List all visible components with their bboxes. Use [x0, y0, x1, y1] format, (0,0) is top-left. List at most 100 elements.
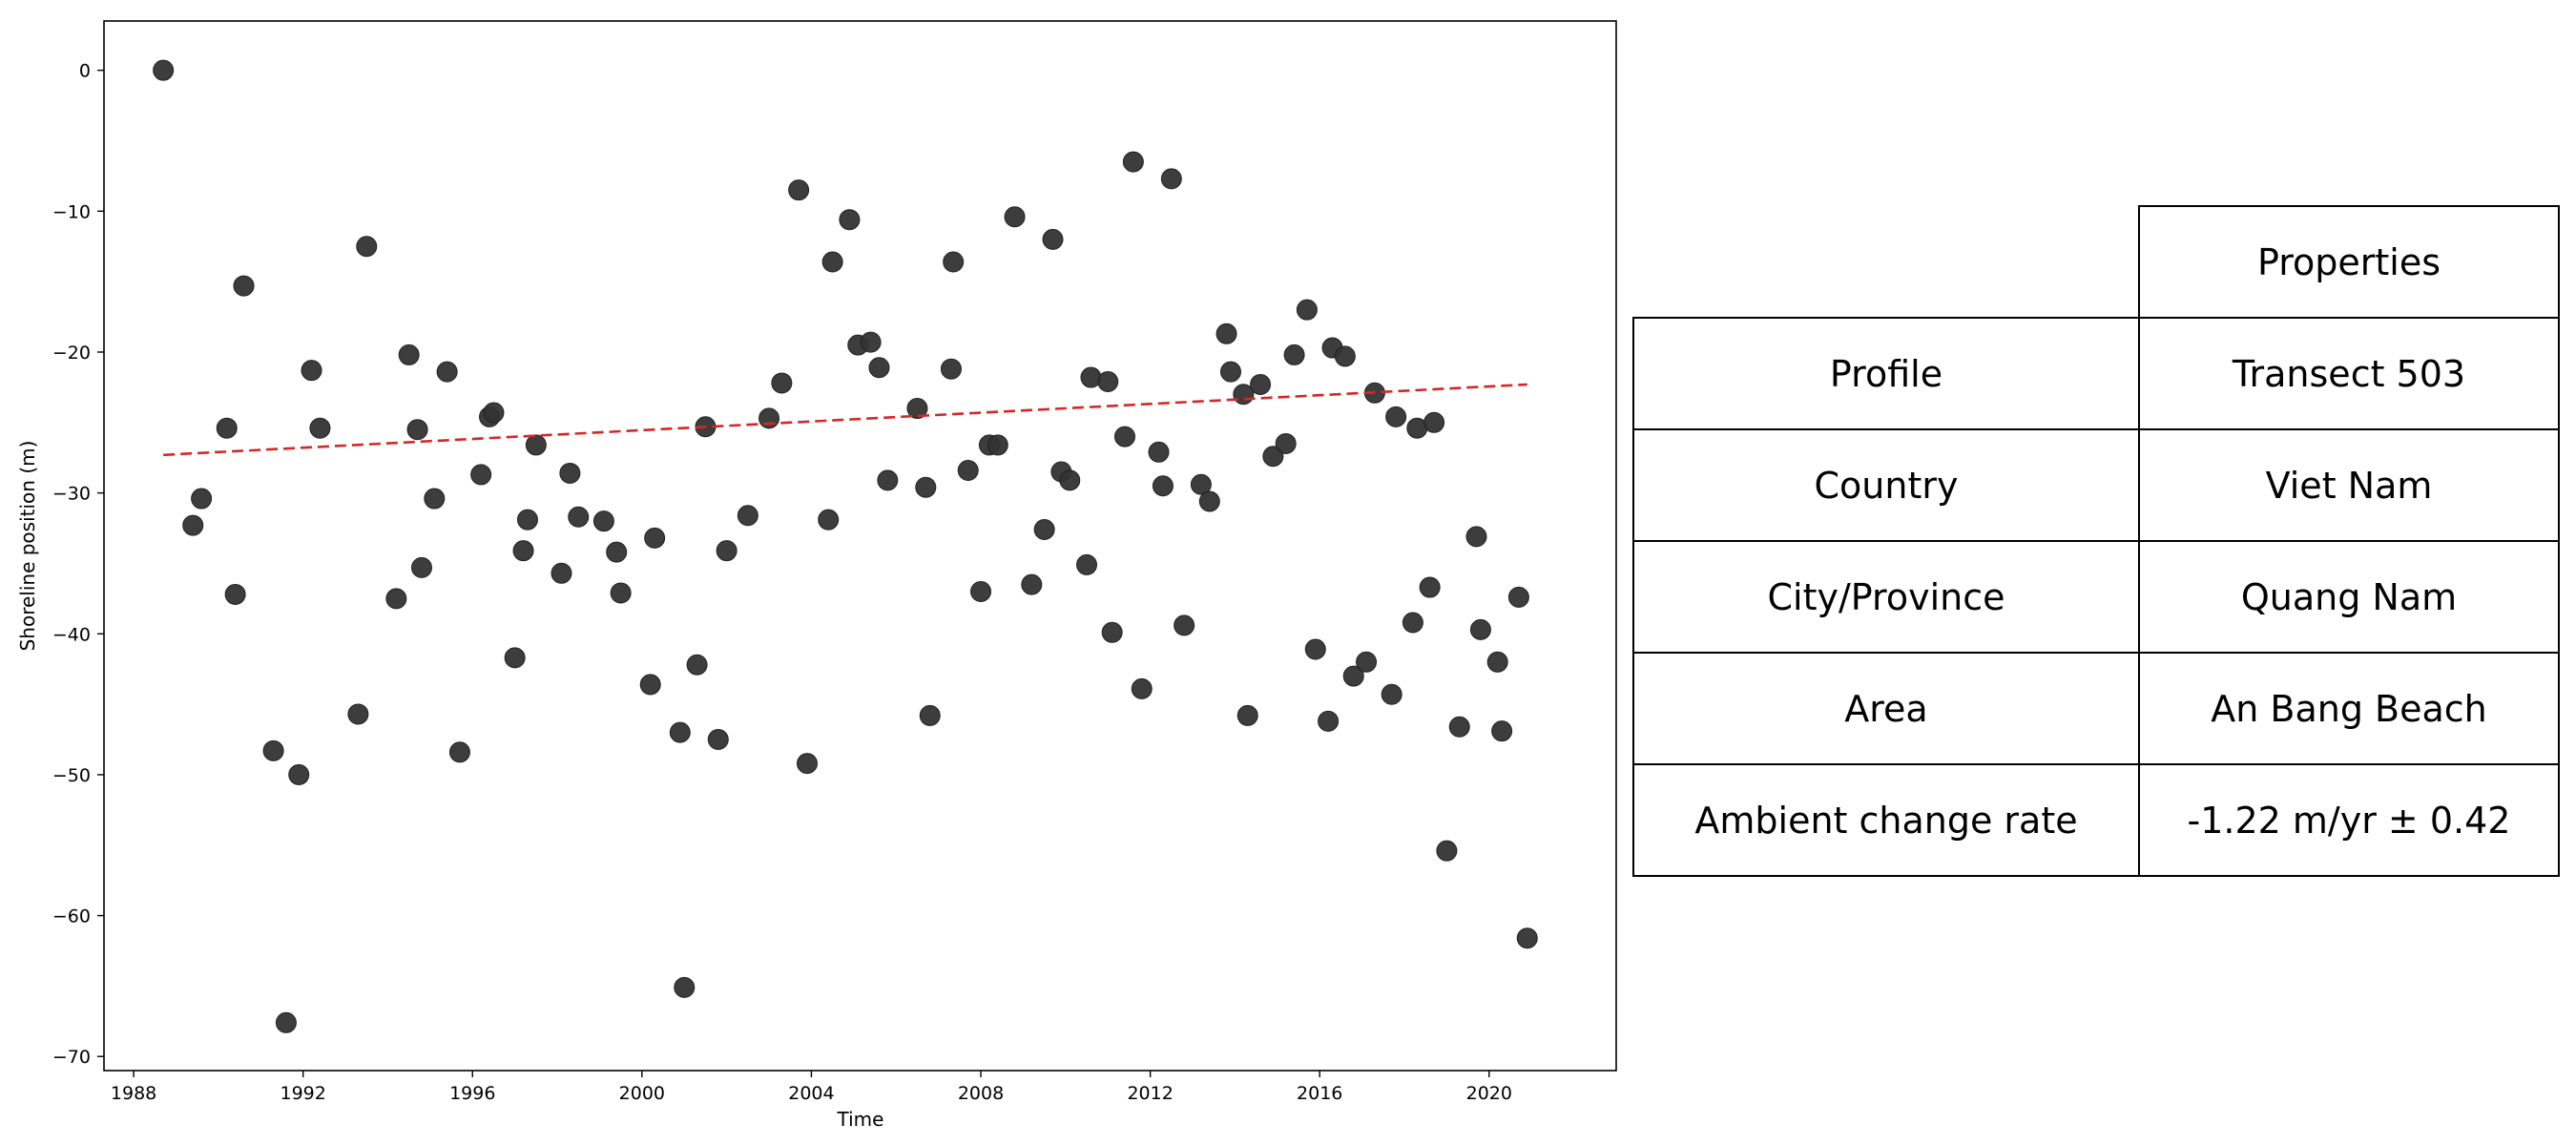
data-point — [410, 556, 432, 578]
data-point — [818, 509, 840, 531]
data-point — [737, 505, 758, 527]
x-tick-label: 2008 — [958, 1083, 1004, 1104]
data-point — [512, 540, 534, 562]
data-point — [1318, 710, 1340, 732]
data-point — [1448, 716, 1470, 738]
data-point — [1516, 927, 1538, 949]
data-point — [1101, 621, 1123, 643]
data-point — [516, 509, 538, 531]
data-point — [1283, 344, 1305, 365]
table-header-row: Properties — [1633, 205, 2560, 319]
data-point — [233, 275, 255, 297]
data-point — [771, 372, 793, 394]
properties-table: Properties Profile Transect 503 Country … — [1632, 205, 2560, 877]
x-axis-title: Time — [837, 1108, 884, 1131]
x-tick-label: 1996 — [449, 1083, 495, 1104]
data-point — [957, 460, 979, 482]
data-point — [1160, 168, 1182, 190]
table-row: Country Viet Nam — [1632, 428, 2560, 542]
data-point — [970, 580, 992, 602]
data-point — [551, 562, 572, 584]
data-point — [839, 209, 861, 231]
data-point — [644, 527, 666, 549]
data-point — [436, 361, 458, 383]
data-point — [1486, 651, 1508, 673]
data-point — [1465, 526, 1487, 548]
x-tick-label: 2012 — [1127, 1083, 1173, 1104]
y-tick-label: −40 — [52, 624, 91, 645]
data-point — [1190, 473, 1212, 495]
row-label: Profile — [1632, 317, 2140, 430]
row-value: An Bang Beach — [2138, 652, 2560, 765]
data-point — [1033, 519, 1055, 541]
data-point — [301, 360, 322, 382]
data-point — [406, 419, 428, 441]
data-point — [568, 506, 590, 528]
data-point — [716, 540, 737, 562]
data-point — [1381, 683, 1402, 705]
data-point — [1419, 576, 1441, 598]
row-label: Country — [1632, 428, 2140, 542]
data-point — [191, 488, 213, 510]
data-point — [153, 59, 175, 81]
data-point — [606, 541, 628, 563]
data-point — [919, 704, 941, 726]
data-point — [1148, 441, 1170, 463]
y-axis-title: Shoreline position (m) — [16, 441, 39, 652]
data-point — [1436, 840, 1458, 862]
data-point — [504, 647, 526, 669]
data-point — [1334, 345, 1356, 367]
data-point — [1304, 638, 1326, 660]
table-row: City/Province Quang Nam — [1632, 540, 2560, 654]
table-header: Properties — [2138, 205, 2560, 319]
data-point — [1469, 618, 1491, 640]
data-point — [1215, 323, 1237, 344]
data-point — [1076, 553, 1098, 575]
data-point — [592, 510, 614, 532]
data-point — [639, 674, 661, 696]
data-point — [1507, 586, 1529, 608]
data-point — [1198, 490, 1220, 512]
data-point — [1236, 704, 1258, 726]
data-point — [1296, 299, 1318, 321]
data-point — [1402, 612, 1423, 634]
row-value: Viet Nam — [2138, 428, 2560, 542]
data-point — [398, 344, 420, 365]
x-tick-label: 2004 — [788, 1083, 834, 1104]
plot-area-frame — [103, 20, 1617, 1072]
data-point — [788, 179, 810, 201]
data-point — [1423, 411, 1445, 433]
data-point — [309, 417, 331, 439]
x-tick-label: 1992 — [280, 1083, 325, 1104]
data-point — [424, 488, 446, 510]
data-point — [1004, 206, 1026, 228]
row-label: Ambient change rate — [1632, 763, 2140, 877]
data-point — [707, 729, 729, 751]
data-points — [153, 59, 1538, 1033]
data-point — [385, 588, 407, 610]
row-value: Quang Nam — [2138, 540, 2560, 654]
data-point — [1131, 677, 1153, 699]
row-label: Area — [1632, 652, 2140, 765]
data-point — [915, 476, 937, 498]
data-point — [1491, 720, 1513, 742]
data-point — [262, 739, 284, 761]
data-point — [1342, 665, 1364, 687]
data-point — [860, 331, 882, 353]
data-point — [1219, 361, 1241, 383]
x-tick-label: 1988 — [111, 1083, 156, 1104]
data-point — [483, 402, 505, 424]
data-point — [1122, 151, 1144, 173]
data-point — [943, 251, 965, 273]
data-point — [797, 753, 819, 775]
data-point — [906, 398, 928, 420]
row-label: City/Province — [1632, 540, 2140, 654]
data-point — [1275, 432, 1297, 454]
data-point — [1385, 406, 1407, 427]
data-point — [940, 358, 962, 380]
table-row: Profile Transect 503 — [1632, 317, 2560, 430]
y-tick-label: −50 — [52, 765, 91, 786]
data-point — [1152, 475, 1174, 497]
data-point — [1113, 426, 1135, 448]
data-point — [1250, 373, 1272, 395]
